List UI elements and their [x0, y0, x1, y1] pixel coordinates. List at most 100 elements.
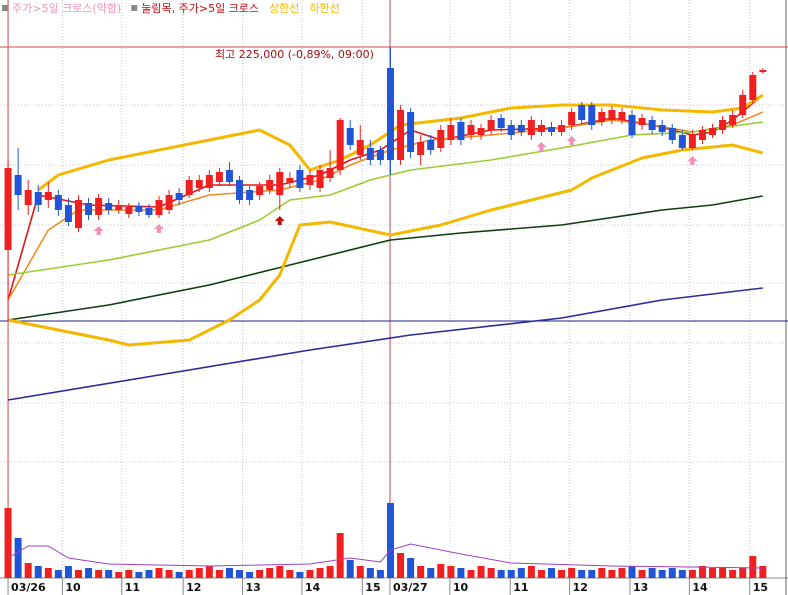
candle-body	[4, 168, 12, 250]
candle-body	[457, 122, 465, 140]
candle-body	[276, 172, 284, 195]
volume-bar	[537, 570, 545, 578]
x-tick-label: 15	[753, 581, 768, 594]
candle-body	[236, 180, 244, 200]
candle-body	[618, 112, 626, 120]
candle-body	[256, 186, 264, 195]
volume-bar	[225, 568, 233, 578]
candle-body	[306, 175, 314, 185]
high-annotation: 최고 225,000 (-0,89%, 09:00)	[215, 48, 374, 61]
x-tick-label: 11	[125, 581, 140, 594]
volume-ma-line	[7, 543, 763, 569]
volume-bar	[185, 570, 193, 578]
x-tick-label: 12	[186, 581, 201, 594]
volume-bar	[427, 568, 435, 578]
volume-bar	[296, 572, 304, 578]
candle-body	[155, 200, 163, 215]
volume-bar	[286, 570, 294, 578]
candle-body	[558, 125, 566, 132]
volume-bar	[397, 553, 405, 578]
volume-bar	[588, 570, 596, 578]
candle-body	[598, 112, 606, 122]
candle-body	[427, 140, 435, 150]
candle-body	[34, 192, 42, 205]
overlay-line	[37, 93, 764, 192]
candle-body	[135, 206, 143, 212]
volume-bar	[688, 570, 696, 578]
candle-body	[628, 115, 636, 135]
signal-arrow	[687, 156, 698, 165]
x-tick-label: 15	[365, 581, 380, 594]
candle-body	[709, 128, 717, 135]
volume-bar	[44, 568, 52, 578]
candle-body	[407, 112, 415, 152]
legend-marker	[131, 5, 138, 11]
volume-bar	[356, 566, 364, 578]
volume-bar	[95, 570, 103, 578]
candle-body	[185, 180, 193, 195]
candle-body	[739, 95, 747, 115]
candle-body	[105, 203, 113, 210]
candle-body	[54, 195, 62, 210]
candle-body	[477, 128, 485, 135]
volume-bar	[34, 566, 42, 578]
volume-bar	[336, 533, 344, 578]
candle-body	[729, 115, 737, 125]
volume-bar	[558, 570, 566, 578]
x-tick-label: 11	[513, 581, 528, 594]
candle-body	[537, 125, 545, 132]
x-tick-label: 14	[692, 581, 708, 594]
x-tick-label: 03/26	[11, 581, 46, 594]
volume-bar	[175, 572, 183, 578]
volume-bar	[487, 568, 495, 578]
volume-bar	[719, 568, 727, 578]
volume-bar	[749, 556, 757, 578]
volume-bar	[256, 570, 264, 578]
candle-body	[266, 180, 274, 190]
candle-body	[14, 175, 22, 195]
volume-bar	[306, 570, 314, 578]
volume-bar	[326, 566, 334, 578]
candle-body	[195, 180, 203, 188]
candle-body	[568, 112, 576, 125]
candle-body	[74, 200, 82, 228]
volume-bar	[276, 566, 284, 578]
volume-bar	[14, 538, 22, 578]
volume-bar	[74, 570, 82, 578]
volume-bar	[739, 568, 747, 578]
volume-bar	[447, 566, 455, 578]
volume-bar	[266, 568, 274, 578]
x-tick-label: 10	[453, 581, 469, 594]
legend-label: 주가>5일 크로스(약함)	[12, 1, 121, 15]
candle-body	[749, 75, 757, 100]
candle-body	[547, 127, 555, 132]
candle-body	[366, 148, 374, 160]
volume-bar	[648, 568, 656, 578]
candle-body	[437, 130, 445, 148]
volume-bar	[497, 570, 505, 578]
volume-bar	[407, 558, 415, 578]
volume-bar	[135, 572, 143, 578]
x-tick-label: 13	[633, 581, 648, 594]
volume-bar	[316, 568, 324, 578]
candle-body	[326, 168, 334, 178]
candle-body	[719, 120, 727, 130]
candle-body	[658, 125, 666, 132]
candle-body	[668, 128, 676, 140]
volume-bar	[467, 570, 475, 578]
candle-body	[517, 125, 525, 132]
volume-bar	[215, 570, 223, 578]
candle-body	[296, 170, 304, 188]
candle-body	[759, 70, 767, 72]
candle-body	[165, 195, 173, 210]
volume-bar	[205, 566, 213, 578]
volume-bar	[678, 570, 686, 578]
volume-bar	[457, 568, 465, 578]
volume-bar	[698, 566, 706, 578]
volume-bar	[598, 568, 606, 578]
candle-body	[346, 128, 354, 145]
candle-body	[215, 172, 223, 182]
volume-bar	[517, 568, 525, 578]
